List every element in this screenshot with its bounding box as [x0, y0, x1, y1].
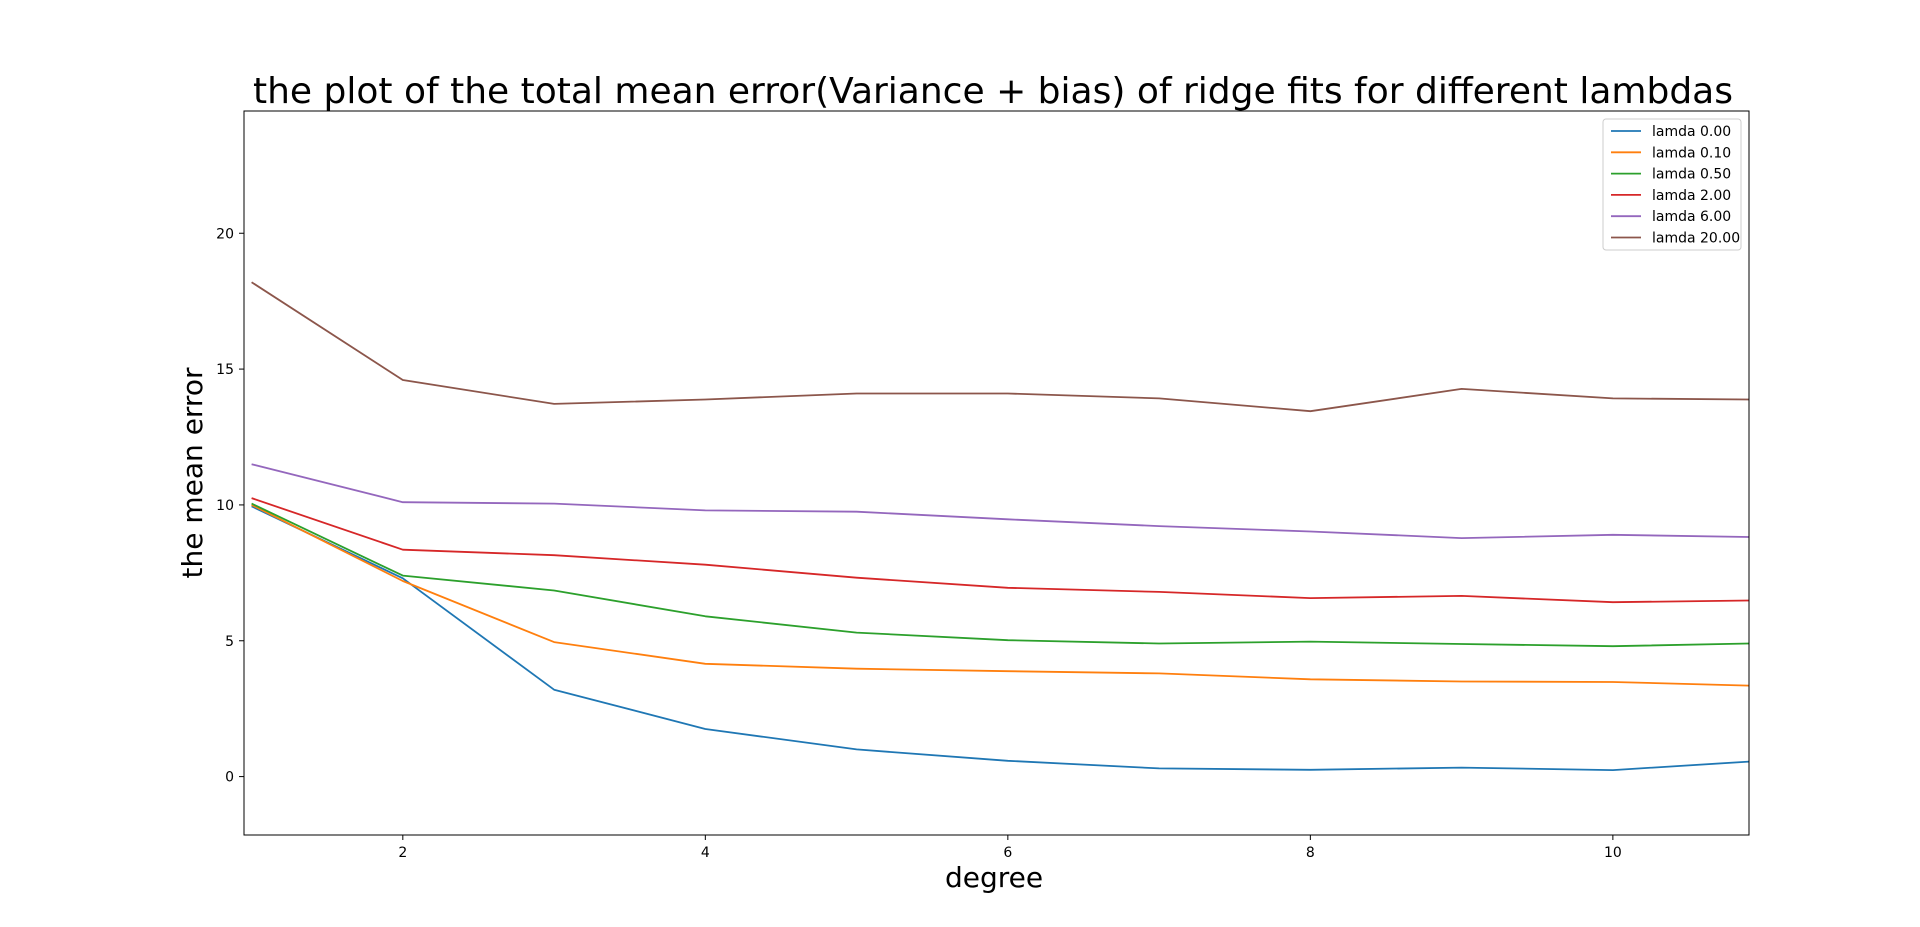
legend-items: lamda 0.00 lamda 0.10 lamda 0.50 lamda 2.00…	[1611, 124, 1740, 247]
legend-label-4: lamda 6.00	[1652, 209, 1731, 225]
plot-area-frame	[243, 110, 1750, 836]
legend-label-0: lamda 0.00	[1652, 124, 1731, 140]
y-tick-label: 5	[225, 634, 234, 650]
y-axis-label: the mean error	[176, 367, 209, 578]
legend: lamda 0.00 lamda 0.10 lamda 0.50 lamda 2.00…	[1602, 118, 1742, 251]
plot-lines	[251, 281, 1750, 771]
legend-label-5: lamda 20.00	[1652, 231, 1740, 247]
y-tick-label: 10	[216, 498, 234, 514]
series-line-0	[251, 505, 1750, 771]
legend-label-1: lamda 0.10	[1652, 145, 1731, 161]
series-line-2	[251, 502, 1750, 648]
x-tick-label: 8	[1306, 845, 1315, 861]
y-tick-label: 20	[216, 226, 234, 242]
x-tick-label: 10	[1604, 845, 1622, 861]
series-line-1	[251, 504, 1750, 687]
y-tick-label: 15	[216, 362, 234, 378]
series-line-3	[251, 497, 1750, 604]
x-axis-ticks: 2 4 6 8 10	[398, 835, 1622, 861]
series-line-4	[251, 463, 1750, 539]
legend-label-2: lamda 0.50	[1652, 167, 1731, 183]
y-tick-label: 0	[225, 770, 234, 786]
chart-title: the plot of the total mean error(Varianc…	[253, 71, 1733, 112]
y-axis-ticks: 0 5 10 15 20	[216, 226, 244, 786]
x-tick-label: 2	[398, 845, 407, 861]
x-tick-label: 6	[1003, 845, 1012, 861]
series-line-5	[251, 281, 1750, 413]
x-tick-label: 4	[701, 845, 710, 861]
legend-label-3: lamda 2.00	[1652, 188, 1731, 204]
x-axis-label: degree	[945, 861, 1043, 894]
